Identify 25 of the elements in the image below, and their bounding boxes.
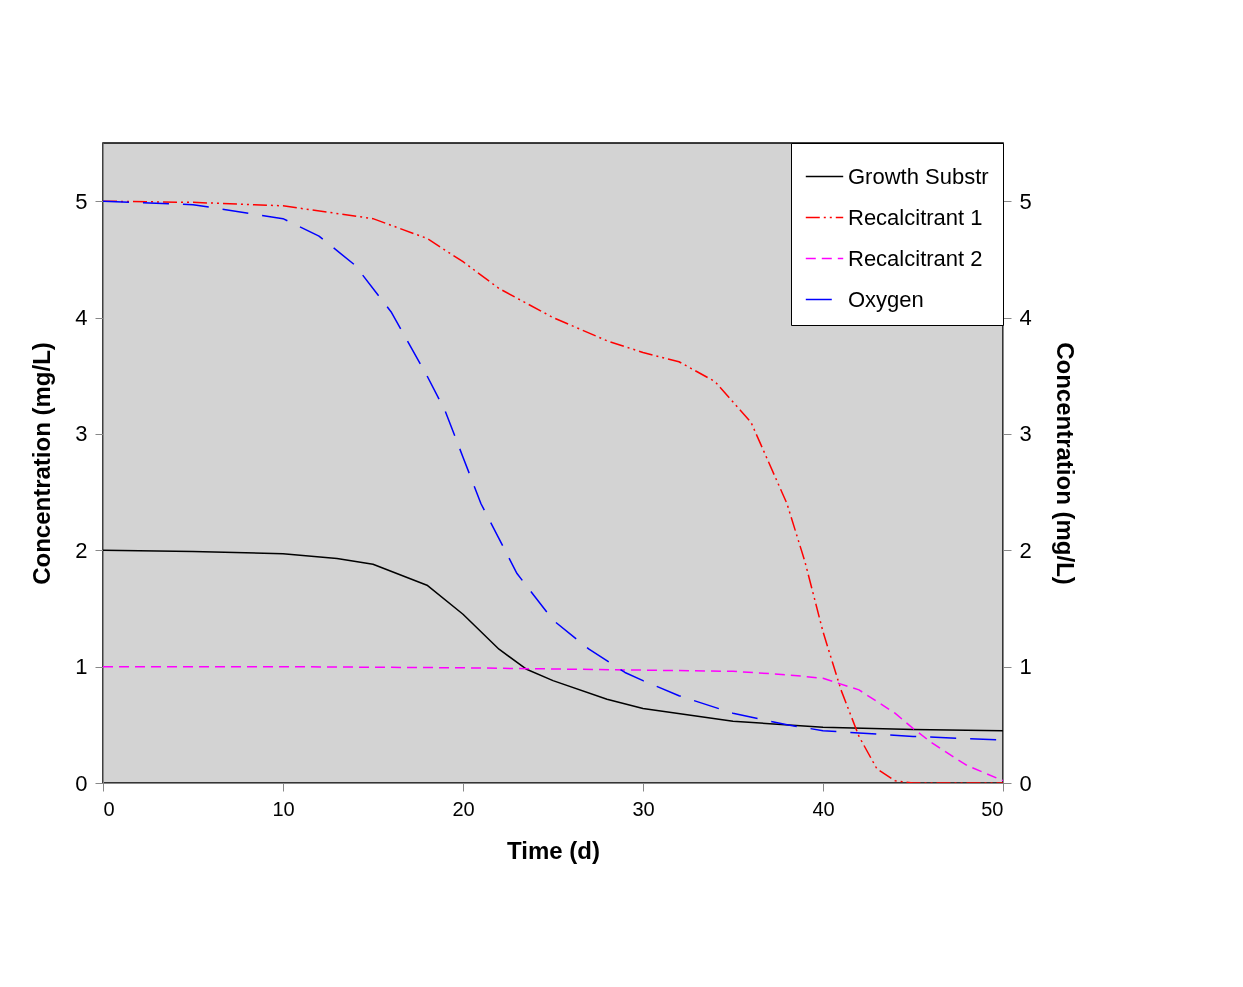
x-tick-label: 40 (812, 797, 835, 820)
x-tick-label: 0 (103, 797, 115, 820)
x-tick-label: 30 (632, 797, 655, 820)
y-axis-title: Concentration (mg/L) (28, 342, 56, 585)
legend-label: Oxygen (848, 286, 924, 312)
y2-tick-label: 5 (1019, 188, 1032, 214)
legend-label: Growth Substr (848, 163, 989, 189)
y2-tick-label: 0 (1019, 770, 1032, 796)
y2-tick-label: 3 (1019, 421, 1032, 447)
y2-tick-label: 4 (1019, 305, 1032, 331)
legend-label: Recalcitrant 1 (848, 204, 983, 230)
x-axis-title: Time (d) (507, 836, 600, 864)
y-tick-label: 0 (75, 770, 88, 796)
y2-tick-label: 1 (1019, 654, 1032, 680)
y2-tick-label: 2 (1019, 537, 1032, 563)
y-tick-label: 4 (75, 305, 88, 331)
y-tick-label: 3 (75, 421, 88, 447)
x-tick-label: 20 (452, 797, 475, 820)
legend-label: Recalcitrant 2 (848, 245, 983, 271)
y-tick-label: 5 (75, 188, 88, 214)
y-tick-label: 2 (75, 537, 88, 563)
y2-axis-title: Concentration (mg/L) (1051, 342, 1079, 585)
x-tick-label: 50 (981, 797, 1004, 820)
x-tick-label: 10 (272, 797, 295, 820)
y-tick-label: 1 (75, 654, 88, 680)
